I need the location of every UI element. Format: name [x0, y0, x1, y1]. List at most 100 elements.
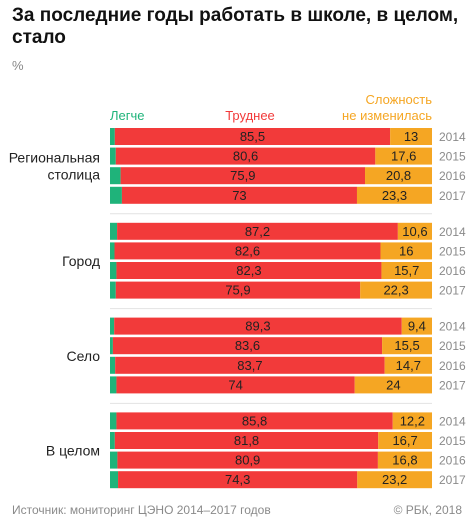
year-label: 2015	[439, 244, 466, 258]
bar-same	[378, 432, 432, 449]
bar-easier	[110, 451, 118, 469]
legend-harder: Труднее	[225, 108, 275, 123]
bar-easier	[110, 412, 117, 430]
legend-same: Сложность не изменилась	[342, 92, 432, 123]
bar-harder	[116, 262, 382, 279]
bar-harder	[114, 242, 381, 260]
data-label-same: 16,7	[392, 433, 417, 448]
bar-same	[397, 222, 432, 240]
data-label-same: 16,8	[392, 453, 417, 468]
legend-same-line: Сложность	[365, 92, 432, 107]
data-label-harder: 82,3	[236, 263, 261, 278]
data-label-same: 9,4	[408, 319, 426, 334]
data-label-same: 17,6	[391, 149, 416, 164]
bar-easier	[110, 281, 116, 299]
group-label-line: Город	[62, 253, 100, 269]
data-label-same: 23,2	[382, 472, 407, 487]
data-label-same: 20,8	[386, 168, 411, 183]
bar-easier	[110, 167, 121, 185]
data-label-harder: 80,6	[233, 149, 258, 164]
bar-easier	[110, 147, 116, 165]
bar-harder	[116, 376, 355, 394]
bar-harder	[115, 356, 385, 374]
bar-harder	[120, 167, 366, 185]
year-label: 2016	[439, 264, 466, 278]
year-label: 2014	[439, 320, 466, 334]
bar-harder	[114, 317, 402, 335]
legend-same-line: не изменилась	[342, 108, 432, 123]
data-label-same: 13	[404, 129, 418, 144]
year-label: 2017	[439, 284, 466, 298]
data-label-same: 12,2	[400, 413, 425, 428]
data-label-harder: 83,7	[237, 358, 262, 373]
group-label-line: столица	[47, 167, 100, 183]
year-label: 2017	[439, 189, 466, 203]
data-label-harder: 75,9	[225, 283, 250, 298]
data-label-harder: 89,3	[245, 319, 270, 334]
data-label-harder: 82,6	[235, 243, 260, 258]
year-label: 2017	[439, 473, 466, 487]
bar-easier	[110, 128, 115, 145]
data-label-same: 15,5	[394, 338, 419, 353]
bar-same	[381, 262, 432, 279]
data-label-harder: 81,8	[234, 433, 259, 448]
data-label-harder: 85,8	[242, 413, 267, 428]
bar-same	[401, 317, 432, 335]
data-label-harder: 83,6	[235, 338, 260, 353]
bar-same	[354, 376, 432, 394]
year-label: 2014	[439, 225, 466, 239]
data-label-same: 24	[386, 377, 400, 392]
bar-easier	[110, 262, 117, 279]
bar-harder	[114, 128, 391, 145]
year-label: 2014	[439, 414, 466, 428]
group-label-line: В целом	[46, 443, 100, 459]
year-label: 2016	[439, 454, 466, 468]
bar-same	[365, 167, 432, 185]
group-label: Город	[62, 253, 100, 269]
bar-easier	[110, 471, 119, 489]
bar-harder	[116, 412, 393, 430]
bar-easier	[110, 356, 116, 374]
group-label: В целом	[46, 443, 100, 459]
bar-easier	[110, 337, 113, 355]
data-label-harder: 74	[228, 377, 242, 392]
chart-title: За последние годы работать в школе, в це…	[12, 5, 459, 48]
year-label: 2014	[439, 130, 466, 144]
bar-same	[392, 412, 432, 430]
year-label: 2015	[439, 150, 466, 164]
legend-easier: Легче	[110, 108, 145, 123]
bar-harder	[112, 337, 383, 355]
bar-harder	[114, 432, 379, 449]
bar-same	[377, 451, 432, 469]
group-label-line: Село	[66, 348, 100, 364]
data-label-harder: 73	[232, 188, 246, 203]
data-label-same: 16	[399, 243, 413, 258]
bar-harder	[117, 451, 378, 469]
bar-harder	[121, 186, 357, 204]
group-label: Село	[66, 348, 100, 364]
bar-same	[390, 128, 432, 145]
year-label: 2017	[439, 378, 466, 392]
bar-harder	[117, 222, 398, 240]
credit-note: © РБК, 2018	[393, 503, 462, 517]
year-label: 2016	[439, 169, 466, 183]
bar-same	[382, 337, 432, 355]
bar-same	[384, 356, 432, 374]
data-label-harder: 74,3	[225, 472, 250, 487]
data-label-same: 23,3	[382, 188, 407, 203]
unit-label: %	[12, 58, 24, 73]
year-label: 2016	[439, 359, 466, 373]
group-label-line: Региональная	[9, 150, 100, 166]
year-label: 2015	[439, 434, 466, 448]
bar-easier	[110, 186, 122, 204]
data-label-same: 22,3	[383, 283, 408, 298]
data-label-harder: 87,2	[245, 224, 270, 239]
bar-easier	[110, 222, 118, 240]
group-label: Региональная столица	[9, 150, 101, 183]
bar-easier	[110, 376, 117, 394]
bar-harder	[115, 147, 376, 165]
data-label-harder: 85,5	[240, 129, 265, 144]
data-label-harder: 80,9	[235, 453, 260, 468]
bar-same	[357, 471, 432, 489]
